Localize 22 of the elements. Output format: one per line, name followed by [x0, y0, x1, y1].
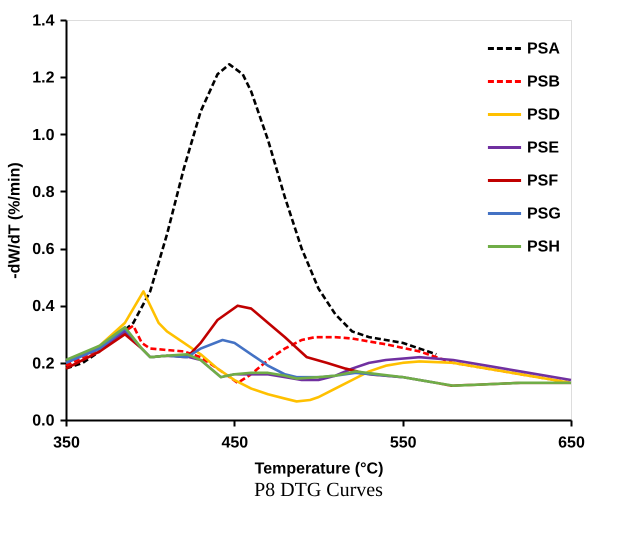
x-tick-label: 550 [390, 434, 417, 452]
text: P8 DTG Curves [254, 479, 384, 501]
y-tick-label: 0.8 [32, 184, 55, 201]
y-tick-label: 0.2 [32, 355, 55, 372]
y-tick-label: 1.2 [32, 70, 55, 87]
legend-label: PSA [527, 40, 560, 58]
legend-label: PSB [527, 74, 560, 90]
y-tick-label: 1.0 [32, 126, 55, 144]
legend-label: PSG [527, 206, 561, 222]
legend-label: PSH [527, 238, 560, 256]
x-tick-label: 650 [558, 434, 585, 452]
x-axis-title: Temperature (°C) [254, 460, 384, 478]
x-tick-label: 350 [53, 434, 80, 452]
y-tick-label: 0.4 [32, 298, 55, 316]
legend-label: PSD [527, 106, 560, 124]
y-tick-label: 1.4 [32, 12, 55, 30]
legend-label: PSE [527, 140, 560, 156]
y-axis-title: -dW/dT (%/min) [6, 162, 24, 279]
x-tick-label: 450 [221, 434, 248, 452]
legend-label: PSF [527, 172, 558, 190]
y-tick-label: 0.0 [32, 412, 55, 430]
y-tick-label: 0.6 [32, 241, 55, 258]
